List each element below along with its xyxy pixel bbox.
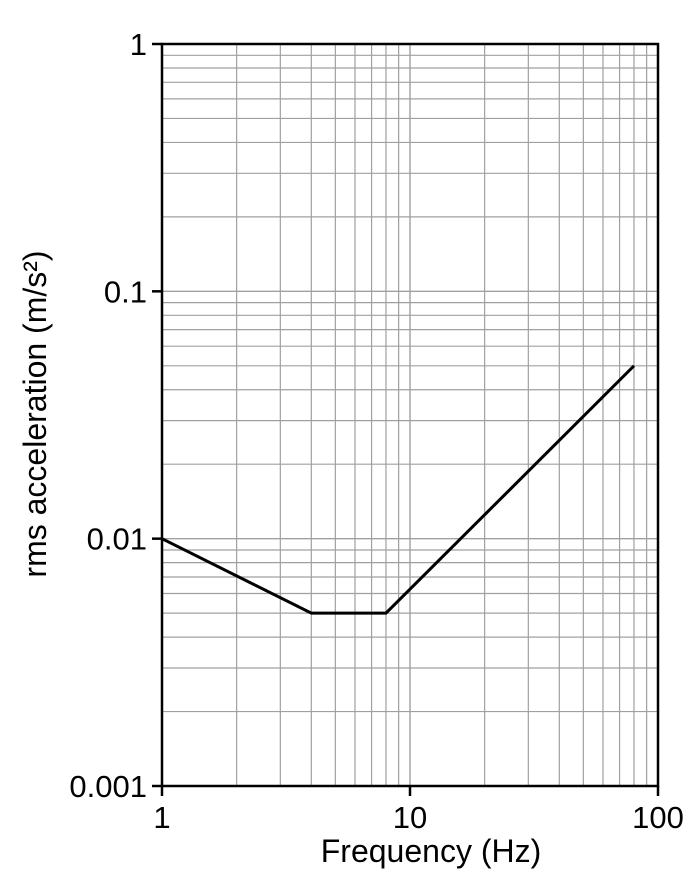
- y-tick-label: 0.1: [104, 274, 147, 309]
- x-tick-label: 10: [393, 800, 427, 835]
- series-layer: [161, 364, 636, 615]
- x-tick-label: 100: [632, 800, 684, 835]
- y-tick-label: 1: [130, 27, 147, 62]
- x-tick-label: 1: [153, 800, 170, 835]
- y-tick-label: 0.01: [87, 522, 147, 557]
- y-axis-label: rms acceleration (m/s²): [17, 250, 53, 577]
- x-axis-label: Frequency (Hz): [321, 833, 542, 869]
- axis-layer: 1 10 100 0.001 0.01 0.1 1: [69, 27, 683, 835]
- label-layer: Frequency (Hz) rms acceleration (m/s²): [17, 250, 541, 869]
- series-line: [161, 364, 636, 615]
- y-tick-label: 0.001: [69, 769, 147, 804]
